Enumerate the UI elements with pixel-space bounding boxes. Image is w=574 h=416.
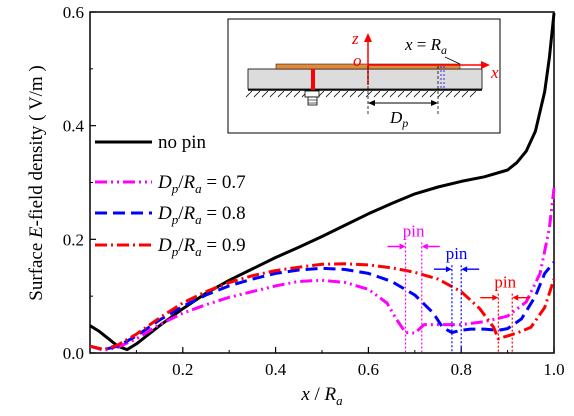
inset-diagram: z o x x = Ra Dp bbox=[227, 18, 501, 134]
x-tick-label: 0.2 bbox=[172, 360, 193, 379]
y-axis-title: Surface E-field density ( V/m ) bbox=[26, 65, 47, 301]
ylabel-e: E bbox=[26, 226, 47, 239]
inset-dp-label: Dp bbox=[389, 108, 408, 130]
y-tick-labels: 0.0 0.2 0.4 0.6 bbox=[63, 3, 96, 363]
pin-arrowhead bbox=[421, 243, 428, 250]
inset-substrate bbox=[247, 68, 483, 90]
inset-z-label: z bbox=[351, 29, 359, 48]
ylabel-part2: -field density ( V/m ) bbox=[26, 65, 47, 226]
series-line-3 bbox=[89, 262, 556, 352]
y-tick-label: 0.4 bbox=[63, 117, 85, 136]
pin-arrowhead bbox=[512, 294, 519, 301]
x-tick-labels: 0.2 0.4 0.6 0.8 1.0 bbox=[135, 347, 565, 379]
legend-label-0.8: Dp/Ra = 0.8 bbox=[157, 203, 246, 227]
x-tick-label: 0.6 bbox=[358, 360, 379, 379]
pin-arrowhead bbox=[461, 266, 468, 273]
series-line-1 bbox=[89, 188, 556, 352]
ylabel-part1: Surface bbox=[26, 238, 47, 301]
pin-annotations: pin pin pin bbox=[387, 221, 531, 353]
x-tick-label: 0.8 bbox=[451, 360, 472, 379]
legend: no pin Dp/Ra = 0.7 Dp/Ra = 0.8 Dp/Ra = 0… bbox=[95, 132, 246, 259]
x-axis-title: x / Ra bbox=[300, 384, 343, 408]
series-line-0 bbox=[89, 12, 556, 352]
inset-o-label: o bbox=[353, 51, 362, 70]
pin-arrowhead bbox=[445, 266, 452, 273]
legend-label-0.9: Dp/Ra = 0.9 bbox=[157, 235, 246, 259]
series-layer bbox=[89, 12, 556, 352]
y-tick-label: 0.0 bbox=[63, 344, 84, 363]
y-tick-label: 0.2 bbox=[63, 230, 84, 249]
inset-xeq-label: x = Ra bbox=[404, 35, 447, 57]
inset-connector-base bbox=[307, 96, 318, 106]
x-tick-label: 0.4 bbox=[265, 360, 287, 379]
inset-x-label: x bbox=[490, 63, 499, 82]
x-tick-label: 1.0 bbox=[543, 360, 564, 379]
inset-feed-probe bbox=[311, 69, 315, 90]
pin-arrowhead bbox=[492, 294, 499, 301]
pin-label: pin bbox=[403, 221, 425, 240]
y-tick-label: 0.6 bbox=[63, 3, 84, 22]
series-line-2 bbox=[89, 261, 556, 352]
inset-connector bbox=[304, 90, 320, 98]
legend-label-0.7: Dp/Ra = 0.7 bbox=[157, 172, 246, 196]
legend-label-no-pin: no pin bbox=[158, 132, 207, 153]
pin-label: pin bbox=[494, 273, 516, 292]
pin-label: pin bbox=[446, 244, 468, 263]
pin-arrowhead bbox=[399, 243, 406, 250]
